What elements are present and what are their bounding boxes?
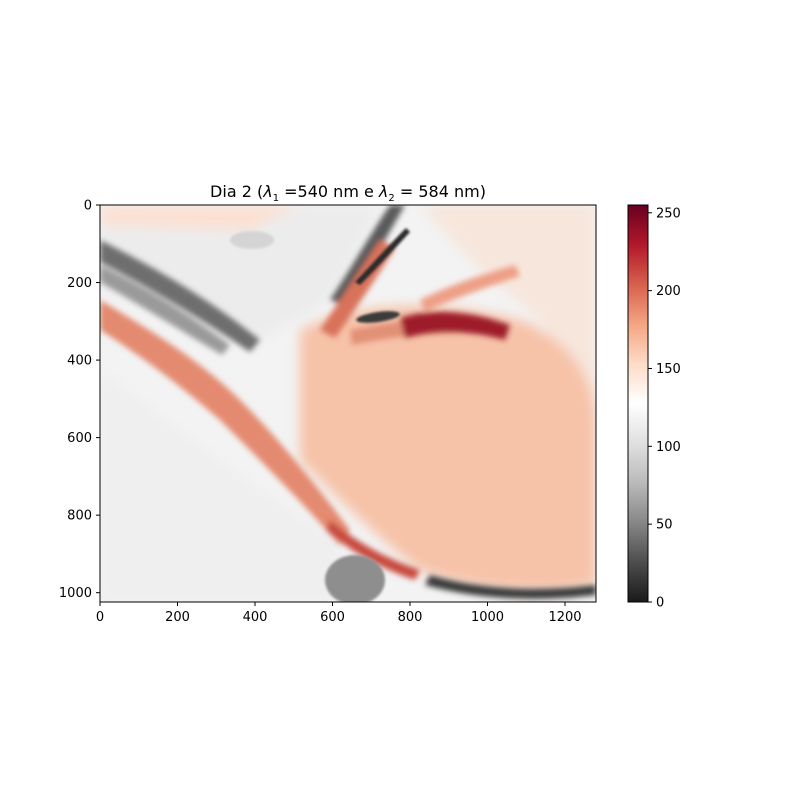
y-tick-label: 600 <box>67 431 92 446</box>
band-right-dark-red <box>400 311 510 340</box>
x-tick-label: 800 <box>398 610 423 625</box>
colorbar-tick-label: 150 <box>656 362 681 377</box>
colorbar-tick-label: 100 <box>656 440 681 455</box>
blob-top <box>230 231 274 249</box>
heatmap-image <box>100 205 596 602</box>
x-tick-label: 600 <box>320 610 345 625</box>
colorbar-tick-label: 200 <box>656 284 681 299</box>
region-lower-left-grey <box>100 370 340 602</box>
band-diagonal-red <box>100 300 350 545</box>
band-dark-streak-2 <box>100 265 230 355</box>
y-tick-label: 400 <box>67 354 92 369</box>
colorbar-tick-label: 250 <box>656 206 681 221</box>
region-body-pink <box>300 306 596 590</box>
chart-title: Dia 2 (λ1 =540 nm e λ2 = 584 nm) <box>210 182 486 204</box>
colorbar-axis: 0 50 100 150 200 250 <box>648 206 681 611</box>
band-bottom-dark <box>425 575 596 599</box>
y-tick-label: 800 <box>67 509 92 524</box>
x-tick-label: 200 <box>165 610 190 625</box>
y-tick-label: 200 <box>67 276 92 291</box>
band-upper-streaks <box>330 205 405 305</box>
blob-dark-streak <box>356 311 400 323</box>
y-tick-label: 0 <box>84 199 92 214</box>
colorbar <box>627 204 649 603</box>
x-tick-label: 0 <box>96 610 104 625</box>
colorbar-tick-label: 0 <box>656 596 664 611</box>
region-top-light-pink <box>100 205 300 230</box>
x-axis: 0 200 400 600 800 1000 1200 <box>96 602 582 625</box>
colorbar-tick-label: 50 <box>656 518 673 533</box>
x-tick-label: 1200 <box>548 610 581 625</box>
blob-bottom-grey <box>325 555 385 602</box>
y-axis: 0 200 400 600 800 1000 <box>59 199 100 601</box>
band-dark-streak <box>100 240 260 352</box>
band-body-red-edge <box>326 520 420 580</box>
axes-frame <box>99 204 597 603</box>
dark-upper-streak <box>355 228 410 285</box>
y-tick-label: 1000 <box>59 586 92 601</box>
band-right-arm <box>420 265 520 312</box>
x-tick-label: 400 <box>243 610 268 625</box>
x-tick-label: 1000 <box>471 610 504 625</box>
region-top-right-tint <box>420 205 596 400</box>
